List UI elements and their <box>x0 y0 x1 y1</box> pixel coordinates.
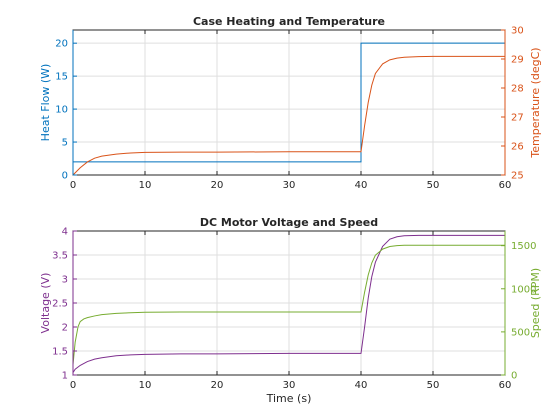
x-tick-label: 30 <box>283 380 296 391</box>
right-tick-label: 26 <box>511 142 524 153</box>
left-tick-label: 1.5 <box>52 347 68 358</box>
left-tick-label: 4 <box>62 227 68 238</box>
left-tick-label: 3.5 <box>52 251 68 262</box>
series-line-0 <box>72 234 505 373</box>
left-tick-label: 20 <box>55 39 68 50</box>
left-tick-label: 5 <box>62 138 68 149</box>
right-tick-label: 29 <box>511 55 524 66</box>
chart-title: DC Motor Voltage and Speed <box>200 216 378 229</box>
right-axis-label: Speed (RPM) <box>529 268 542 338</box>
right-tick-label: 27 <box>511 113 524 124</box>
left-tick-label: 3 <box>62 275 68 286</box>
series-line-1 <box>72 55 505 176</box>
x-axis-label: Time (s) <box>266 392 312 405</box>
right-tick-label: 28 <box>511 84 524 95</box>
data-lines <box>72 42 505 176</box>
right-tick-label: 0 <box>511 371 517 382</box>
x-tick-label: 40 <box>355 380 368 391</box>
left-tick-label: 15 <box>55 72 68 83</box>
chart-case-heating: 0 10 20 30 40 50 60 0 5 10 15 20 25 26 27 28 29 30 Case H… <box>39 15 542 191</box>
ticks: 0 10 20 30 40 50 60 0 5 10 15 20 25 26 27 28 29 30 <box>55 26 523 192</box>
series-line-0 <box>73 42 505 163</box>
left-axis-label: Heat Flow (W) <box>39 64 52 142</box>
left-tick-label: 2 <box>62 323 68 334</box>
data-lines <box>72 234 505 373</box>
x-tick-label: 10 <box>139 380 152 391</box>
left-tick-label: 2.5 <box>52 299 68 310</box>
x-tick-label: 40 <box>355 180 368 191</box>
left-tick-label: 1 <box>62 371 68 382</box>
x-tick-label: 60 <box>499 180 512 191</box>
right-tick-label: 1500 <box>511 241 536 252</box>
right-tick-label: 1000 <box>511 284 536 295</box>
x-tick-label: 20 <box>211 380 224 391</box>
x-tick-label: 0 <box>70 380 76 391</box>
grid <box>72 30 506 176</box>
x-tick-label: 20 <box>211 180 224 191</box>
x-tick-label: 30 <box>283 180 296 191</box>
chart-title: Case Heating and Temperature <box>193 15 385 28</box>
series-line-1 <box>72 244 505 365</box>
right-tick-label: 30 <box>511 26 524 37</box>
x-tick-label: 60 <box>499 380 512 391</box>
x-tick-label: 50 <box>427 180 440 191</box>
right-tick-label: 25 <box>511 171 524 182</box>
right-axis-label: Temperature (degC) <box>529 47 542 158</box>
x-tick-label: 50 <box>427 380 440 391</box>
x-tick-label: 0 <box>70 180 76 191</box>
left-tick-label: 0 <box>62 171 68 182</box>
x-tick-label: 10 <box>139 180 152 191</box>
right-tick-label: 500 <box>511 327 530 338</box>
left-axis-label: Voltage (V) <box>39 273 52 334</box>
left-tick-label: 10 <box>55 105 68 116</box>
